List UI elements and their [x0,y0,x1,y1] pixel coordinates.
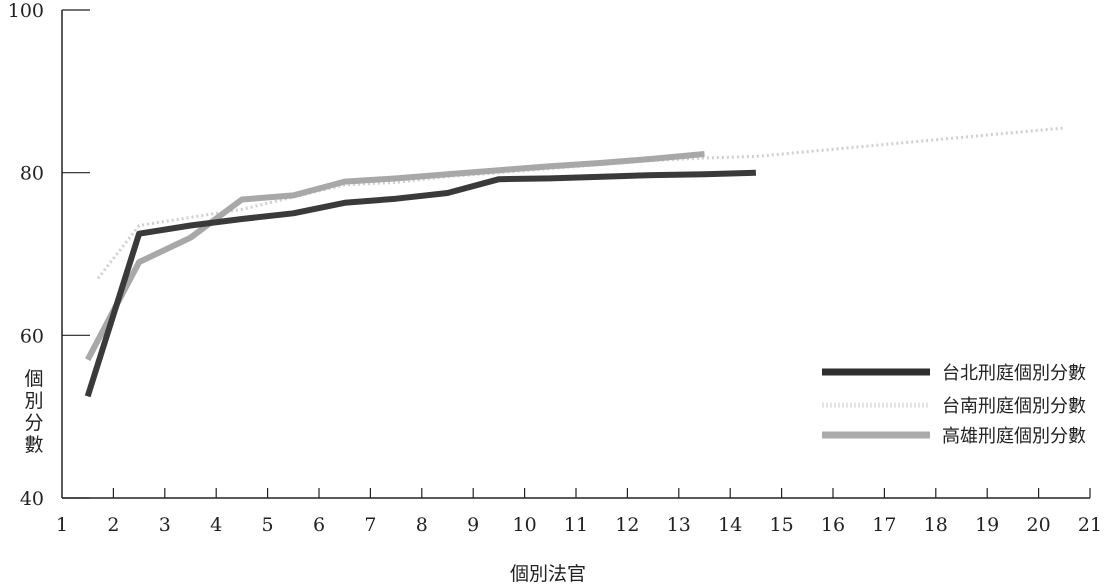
x-tick-label: 15 [770,514,794,536]
legend-item-taipei: 台北刑庭個別分數 [822,363,1086,384]
x-tick-label: 18 [924,514,948,536]
legend-label-taipei: 台北刑庭個別分數 [942,363,1086,384]
x-ticks: 1 2 3 4 5 6 7 8 9 10 11 12 13 14 15 16 17 18 19 20 21 [56,488,1102,536]
x-tick-label: 1 [56,514,68,536]
x-tick-label: 20 [1027,514,1051,536]
x-tick-label: 6 [313,514,325,536]
y-tick-label: 100 [8,0,44,22]
series-lines [84,126,1065,398]
x-tick-label: 4 [210,514,222,536]
x-tick-label: 17 [872,514,896,536]
x-tick-label: 8 [416,514,428,536]
legend-label-kaohsiung: 高雄刑庭個別分數 [942,426,1086,447]
x-tick-label: 2 [107,514,119,536]
x-tick-label: 7 [364,514,376,536]
y-tick-label: 80 [20,163,44,185]
x-tick-label: 19 [975,514,999,536]
x-tick-label: 12 [615,514,639,536]
x-axis-title: 個別法官 [510,563,586,585]
x-tick-label: 9 [467,514,479,536]
x-tick-label: 3 [159,514,171,536]
y-tick-label: 40 [20,488,44,510]
series-line [96,126,1065,280]
legend: 台北刑庭個別分數 台南刑庭個別分數 高雄刑庭個別分數 [822,363,1086,447]
x-tick-label: 21 [1078,514,1102,536]
legend-item-tainan: 台南刑庭個別分數 [822,396,1086,417]
x-tick-label: 13 [667,514,691,536]
series-line [85,151,705,362]
x-tick-label: 11 [564,514,588,536]
series-line [84,169,756,398]
x-tick-label: 10 [513,514,537,536]
legend-item-kaohsiung: 高雄刑庭個別分數 [822,426,1086,447]
x-tick-label: 5 [262,514,274,536]
legend-label-tainan: 台南刑庭個別分數 [942,396,1086,417]
y-axis-title: 個別分數 [24,368,43,456]
y-ticks: 40 60 80 100 [8,0,90,510]
x-tick-label: 14 [718,514,742,536]
x-tick-label: 16 [821,514,845,536]
axes [61,10,1090,499]
y-tick-label: 60 [20,325,44,347]
